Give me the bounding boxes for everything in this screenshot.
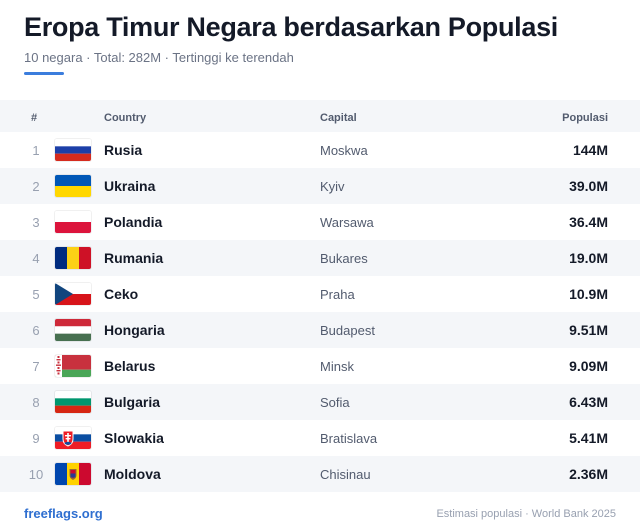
country-cell: Rumania (104, 250, 164, 266)
rank-cell: 8 (32, 395, 40, 410)
table-row: 5 Ceko Praha 10.9M (0, 276, 640, 312)
page-title: Eropa Timur Negara berdasarkan Populasi (24, 12, 558, 42)
column-header-rank: # (31, 112, 38, 124)
romania-flag-icon (55, 247, 91, 269)
rank-cell: 2 (32, 179, 40, 194)
table-row: 6 Hongaria Budapest 9.51M (0, 312, 640, 348)
rank-cell: 7 (32, 359, 40, 374)
table-row: 8 Bulgaria Sofia 6.43M (0, 384, 640, 420)
table-row: 10 Moldova Chisinau 2.36M (0, 456, 640, 492)
rank-cell: 1 (32, 143, 40, 158)
slovakia-flag-icon (55, 427, 91, 449)
table-row: 1 Rusia Moskwa 144M (0, 132, 640, 168)
rank-cell: 3 (32, 215, 40, 230)
rank-cell: 6 (32, 323, 40, 338)
capital-cell: Sofia (320, 395, 350, 410)
capital-cell: Chisinau (320, 467, 371, 482)
bulgaria-flag-icon (55, 391, 91, 413)
capital-cell: Budapest (320, 323, 375, 338)
country-cell: Ceko (104, 286, 139, 302)
population-cell: 9.51M (569, 322, 608, 338)
country-cell: Bulgaria (104, 394, 161, 410)
country-cell: Polandia (104, 214, 163, 230)
country-cell: Hongaria (104, 322, 165, 338)
population-cell: 10.9M (569, 286, 608, 302)
population-cell: 9.09M (569, 358, 608, 374)
column-header-capital: Capital (320, 112, 357, 124)
capital-cell: Kyiv (320, 179, 345, 194)
poland-flag-icon (55, 211, 91, 233)
table-row: 2 Ukraina Kyiv 39.0M (0, 168, 640, 204)
rank-cell: 9 (32, 431, 40, 446)
population-cell: 2.36M (569, 466, 608, 482)
hungary-flag-icon (55, 319, 91, 341)
capital-cell: Moskwa (320, 143, 368, 158)
country-cell: Slowakia (104, 430, 164, 446)
table-row: 3 Polandia Warsawa 36.4M (0, 204, 640, 240)
table-header: # Country Capital Populasi (0, 100, 640, 132)
table-row: 7 Belarus Minsk 9.09M (0, 348, 640, 384)
table-row: 9 Slowakia Bratislava 5.41M (0, 420, 640, 456)
ukraine-flag-icon (55, 175, 91, 197)
table-row: 4 Rumania Bukares 19.0M (0, 240, 640, 276)
czechia-flag-icon (55, 283, 91, 305)
belarus-flag-icon (55, 355, 91, 377)
capital-cell: Praha (320, 287, 355, 302)
column-header-country: Country (104, 112, 147, 124)
capital-cell: Minsk (320, 359, 354, 374)
capital-cell: Bukares (320, 251, 368, 266)
population-cell: 5.41M (569, 430, 608, 446)
population-cell: 39.0M (569, 178, 608, 194)
population-cell: 36.4M (569, 214, 608, 230)
title-underline (24, 72, 64, 75)
capital-cell: Bratislava (320, 431, 378, 446)
russia-flag-icon (55, 139, 91, 161)
population-cell: 6.43M (569, 394, 608, 410)
capital-cell: Warsawa (320, 215, 374, 230)
column-header-population: Populasi (562, 112, 608, 124)
page-subtitle: 10 negara · Total: 282M · Tertinggi ke t… (24, 50, 294, 65)
rank-cell: 5 (32, 287, 40, 302)
country-cell: Moldova (104, 466, 161, 482)
country-cell: Ukraina (104, 178, 156, 194)
population-table: # Country Capital Populasi 1 Rusia Moskw… (0, 100, 640, 492)
country-cell: Rusia (104, 142, 143, 158)
rank-cell: 4 (32, 251, 40, 266)
moldova-flag-icon (55, 463, 91, 485)
population-cell: 19.0M (569, 250, 608, 266)
rank-cell: 10 (28, 467, 44, 482)
population-cell: 144M (572, 142, 608, 158)
source-link[interactable]: freeflags.org (24, 506, 103, 521)
country-cell: Belarus (104, 358, 156, 374)
footer-note: Estimasi populasi · World Bank 2025 (436, 508, 616, 520)
